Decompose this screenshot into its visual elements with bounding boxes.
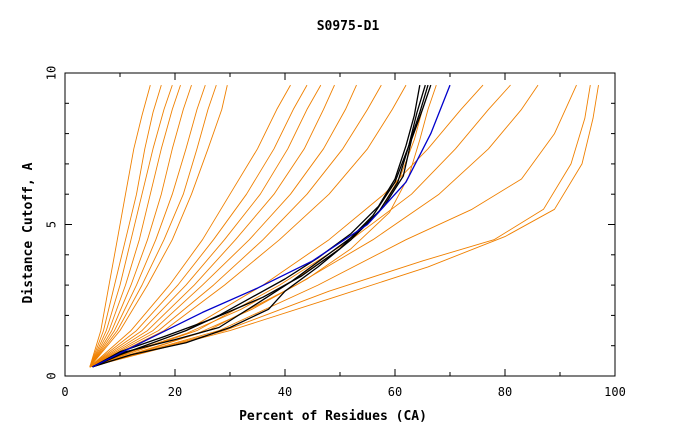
series-layer (89, 84, 599, 368)
orange-series-line-13 (89, 84, 357, 368)
x-tick-label: 20 (168, 385, 182, 399)
black-series-line-26 (92, 84, 426, 368)
orange-series-line-10 (89, 84, 308, 368)
y-tick-label: 5 (45, 221, 59, 228)
x-tick-label: 60 (388, 385, 402, 399)
orange-series-line-16 (89, 84, 484, 368)
orange-series-line-23 (92, 84, 437, 368)
black-series-line-25 (92, 84, 432, 368)
orange-series-line-5 (89, 84, 192, 368)
orange-series-line-20 (89, 85, 591, 368)
x-tick-label: 40 (278, 385, 292, 399)
orange-series-line-8 (89, 85, 228, 368)
orange-series-line-15 (89, 84, 407, 368)
orange-series-line-12 (89, 84, 335, 368)
orange-series-line-4 (89, 84, 181, 368)
orange-series-line-11 (89, 84, 322, 368)
orange-series-line-14 (89, 84, 382, 368)
orange-series-line-21 (89, 85, 599, 368)
y-tick-label: 0 (45, 372, 59, 379)
x-tick-label: 0 (61, 385, 68, 399)
y-tick-label: 10 (45, 66, 59, 80)
orange-series-line-7 (89, 84, 217, 368)
orange-series-line-2 (89, 84, 162, 368)
orange-series-line-18 (89, 84, 539, 368)
orange-series-line-3 (89, 84, 173, 368)
y-axis-ticks: 0 5 10 (45, 66, 615, 380)
orange-series-line-6 (89, 84, 206, 368)
x-axis-ticks: 0 20 40 60 80 100 (61, 73, 626, 399)
x-tick-label: 80 (498, 385, 512, 399)
chart-title: S0975-D1 (317, 19, 380, 34)
orange-series-line-9 (89, 84, 291, 368)
black-series-line-27 (92, 84, 421, 368)
orange-series-line-17 (89, 84, 511, 368)
x-tick-label: 100 (604, 385, 626, 399)
orange-series-line-1 (89, 84, 151, 368)
orange-series-line-19 (89, 84, 577, 368)
y-axis-label: Distance Cutoff, A (21, 162, 36, 303)
x-axis-label: Percent of Residues (CA) (239, 409, 427, 424)
blue-series-line-28 (92, 84, 451, 368)
